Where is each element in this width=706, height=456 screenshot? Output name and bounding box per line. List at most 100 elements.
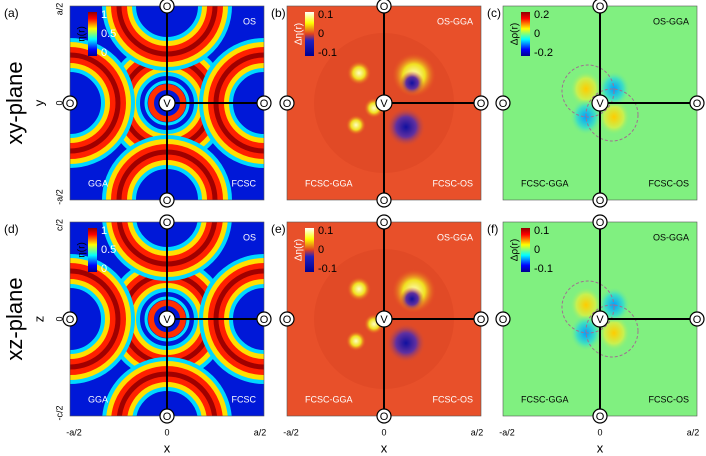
quadrant-label: FCSC-GGA	[521, 178, 569, 188]
colorbar-tick: 0.1	[318, 225, 333, 237]
site-marker: O	[477, 314, 486, 326]
site-circle	[592, 192, 608, 208]
panel: O O O O V (c) Δρ(r) 0.2 0 -0.2 OS-GGA FCSC-GGA FCSC-…	[487, 0, 705, 208]
x-tick-label: 0	[381, 427, 386, 437]
colorbar	[305, 228, 314, 272]
site-circle	[256, 311, 272, 327]
colorbar-tick: 0	[101, 263, 107, 275]
x-tick-label: a/2	[471, 427, 484, 437]
quadrant-label: FCSC-GGA	[305, 178, 353, 188]
colorbar-title: Δρ(r)	[510, 23, 521, 45]
site-marker: O	[499, 98, 508, 110]
quadrant-label: OS	[243, 232, 256, 242]
ring	[70, 52, 121, 154]
colorbar	[88, 228, 97, 272]
ring	[70, 268, 121, 370]
site-marker: O	[163, 1, 172, 13]
site-circle	[689, 95, 705, 111]
x-axis-label: x	[164, 440, 171, 455]
site-circle	[159, 0, 175, 14]
site-marker: O	[477, 98, 486, 110]
site-marker: O	[596, 1, 605, 13]
center-marker: V	[596, 314, 604, 326]
quadrant-label: OS	[243, 16, 256, 26]
x-axis-label: x	[381, 440, 388, 455]
site-marker: O	[163, 217, 172, 229]
site-circle	[689, 311, 705, 327]
x-tick-label: 0	[597, 427, 602, 437]
x-tick-label: -a/2	[283, 427, 299, 437]
quadrant-label: FCSC	[232, 178, 257, 188]
y-axis-label: z	[31, 316, 46, 323]
site-circle	[279, 311, 295, 327]
site-marker: O	[283, 98, 292, 110]
blob	[400, 287, 424, 311]
panel-label: (b)	[271, 6, 286, 20]
quadrant-label: FCSC-GGA	[521, 394, 569, 404]
colorbar-tick: 1	[101, 9, 107, 21]
blob	[400, 71, 424, 95]
colorbar-tick: -0.2	[534, 47, 553, 59]
colorbar-tick: 0	[318, 28, 324, 40]
center-marker: V	[380, 314, 388, 326]
quadrant-label: FCSC-OS	[649, 178, 690, 188]
blob	[347, 61, 371, 85]
panel-label: (c)	[487, 6, 501, 20]
quadrant-label: OS-GGA	[437, 16, 473, 26]
row-label: xz-plane	[2, 277, 27, 360]
quadrant-label: FCSC-OS	[433, 394, 474, 404]
site-circle	[473, 311, 489, 327]
center-circle	[158, 310, 176, 328]
row-label: xy-plane	[2, 61, 27, 144]
site-circle	[592, 0, 608, 14]
colorbar-tick: -0.1	[318, 47, 337, 59]
site-circle	[592, 408, 608, 424]
site-circle	[62, 95, 78, 111]
site-marker: O	[66, 314, 75, 326]
y-tick-label: 0	[54, 316, 64, 321]
site-marker: O	[596, 217, 605, 229]
panel: O O O O V (b) Δη(r) 0.1 0 -0.1 OS-GGA FCSC-GGA FCSC-…	[271, 0, 489, 208]
colorbar-title: Δρ(r)	[510, 239, 521, 261]
y-tick-label: a/2	[54, 3, 64, 16]
panel-label: (e)	[271, 222, 286, 236]
center-marker: V	[163, 314, 171, 326]
contour	[561, 64, 615, 118]
center-circle	[375, 310, 393, 328]
site-marker: O	[260, 98, 269, 110]
quadrant-label: FCSC-GGA	[305, 394, 353, 404]
panel: O O O O V (d) η(r) 1 0.5 0 OS GGA FCSC	[4, 214, 272, 424]
site-circle	[376, 0, 392, 14]
blob	[346, 115, 366, 135]
x-axis-label: x	[597, 440, 604, 455]
panel-label: (f)	[487, 222, 498, 236]
quadrant-label: FCSC-OS	[433, 178, 474, 188]
site-circle	[159, 408, 175, 424]
colorbar-tick: 0	[534, 28, 540, 40]
contour	[585, 88, 639, 142]
site-marker: O	[163, 411, 172, 423]
center-circle	[591, 94, 609, 112]
colorbar-title: Δη(r)	[294, 239, 305, 261]
y-tick-label: -c/2	[54, 405, 64, 420]
site-marker: O	[693, 98, 702, 110]
x-tick-label: a/2	[254, 427, 267, 437]
quadrant-label: OS-GGA	[653, 16, 689, 26]
site-marker: O	[596, 411, 605, 423]
site-marker: O	[260, 314, 269, 326]
site-marker: O	[693, 314, 702, 326]
site-marker: O	[380, 1, 389, 13]
quadrant-label: FCSC-OS	[649, 394, 690, 404]
site-marker: O	[163, 195, 172, 207]
colorbar-tick: -0.1	[534, 263, 553, 275]
colorbar-tick: 1	[101, 225, 107, 237]
colorbar-tick: 0	[534, 244, 540, 256]
quadrant-label: OS-GGA	[653, 232, 689, 242]
colorbar	[521, 228, 530, 272]
contour	[585, 304, 639, 358]
center-circle	[591, 310, 609, 328]
site-circle	[256, 95, 272, 111]
colorbar	[305, 12, 314, 56]
quadrant-label: OS-GGA	[437, 232, 473, 242]
